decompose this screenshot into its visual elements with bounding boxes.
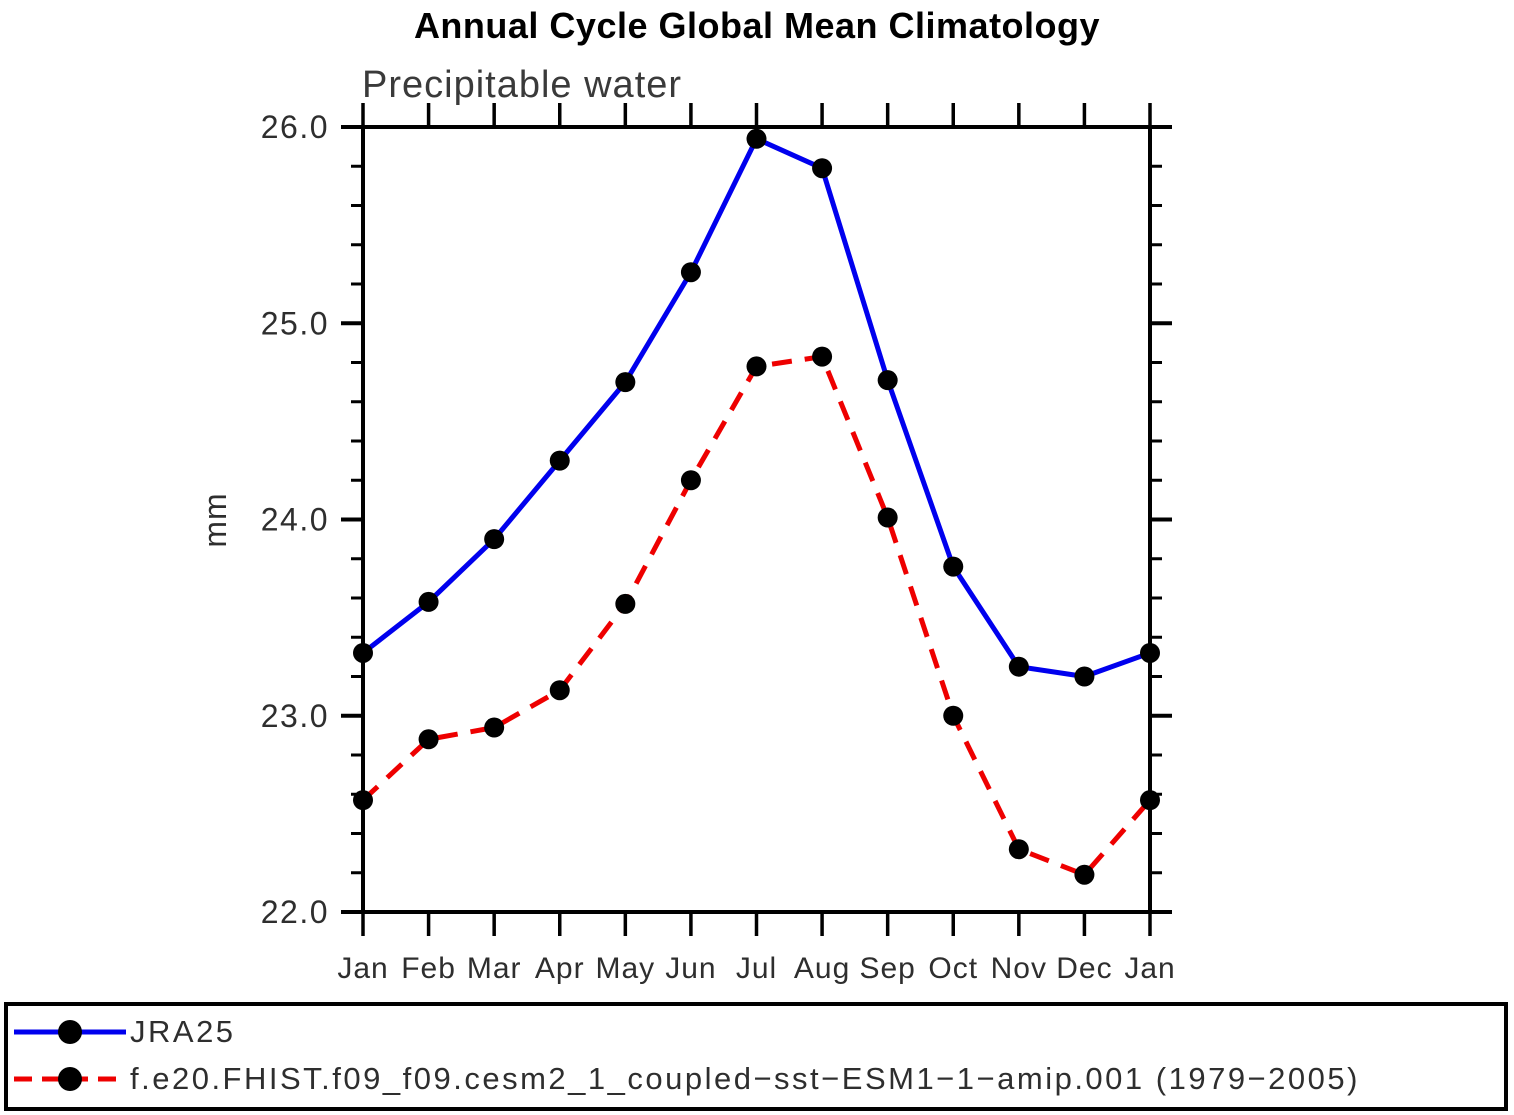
data-point-marker	[549, 680, 570, 701]
legend-entry-jra25: JRA25	[12, 1014, 236, 1049]
data-point-marker	[1074, 864, 1095, 885]
data-point-marker	[943, 705, 964, 726]
legend-entry-model: f.e20.FHIST.f09_f09.cesm2_1_coupled−sst−…	[12, 1061, 1360, 1096]
y-tick-label: 25.0	[261, 305, 329, 341]
data-point-marker	[549, 450, 570, 471]
series-line-0	[361, 135, 1151, 680]
legend-box: JRA25 f.e20.FHIST.f09_f09.cesm2_1_couple…	[4, 1002, 1508, 1111]
data-point-marker	[812, 158, 833, 179]
x-tick-label: Sep	[859, 952, 915, 985]
y-tick-label: 24.0	[261, 502, 329, 538]
x-tick-label: Apr	[535, 952, 585, 985]
chart-subtitle: Precipitable water	[362, 64, 683, 106]
legend-marker-dot	[58, 1067, 82, 1091]
data-point-marker	[943, 556, 964, 577]
legend-label: JRA25	[130, 1014, 236, 1049]
data-point-marker	[746, 128, 767, 149]
legend-label: f.e20.FHIST.f09_f09.cesm2_1_coupled−sst−…	[130, 1061, 1360, 1096]
x-tick-label: Mar	[467, 952, 522, 985]
y-tick-label: 22.0	[261, 894, 329, 930]
data-point-marker	[484, 529, 505, 550]
data-point-marker	[680, 262, 701, 283]
data-point-marker	[353, 790, 373, 811]
chart-title: Annual Cycle Global Mean Climatology	[413, 5, 1101, 46]
x-tick-label: Aug	[794, 952, 850, 985]
data-point-marker	[1140, 642, 1160, 663]
plot-frame	[361, 125, 1152, 914]
x-tick-label: Jan	[337, 952, 388, 985]
data-point-marker	[877, 507, 898, 528]
x-tick-label: Dec	[1056, 952, 1112, 985]
data-point-marker	[418, 729, 439, 750]
x-tick-label: Oct	[928, 952, 978, 985]
data-point-marker	[877, 370, 898, 391]
x-tick-label: Jul	[736, 952, 777, 985]
x-tick-label: Nov	[991, 952, 1047, 985]
series-line-1	[361, 353, 1152, 878]
x-tick-label: Feb	[401, 952, 456, 985]
legend-line-icon	[14, 1020, 126, 1044]
legend-marker-dot	[58, 1020, 82, 1044]
data-point-marker	[1008, 656, 1029, 677]
data-point-marker	[615, 593, 636, 614]
x-tick-label: Jan	[1124, 952, 1175, 985]
data-point-marker	[1140, 790, 1160, 811]
y-axis-label: mm	[197, 492, 233, 547]
y-tick-label: 26.0	[261, 109, 329, 145]
x-tick-label: Jun	[665, 952, 716, 985]
data-point-marker	[1008, 839, 1029, 860]
data-point-marker	[1074, 666, 1095, 687]
legend-line-icon	[14, 1067, 126, 1091]
x-tick-label: May	[595, 952, 655, 985]
data-point-marker	[353, 642, 373, 663]
plot-area: Jan Feb Mar Apr May Jun Jul Aug Sep Oct Nov Dec Jan2…	[197, 103, 1175, 985]
data-point-marker	[484, 717, 505, 738]
data-point-marker	[812, 346, 833, 367]
data-point-marker	[746, 356, 767, 377]
y-tick-label: 23.0	[261, 698, 329, 734]
data-point-marker	[680, 470, 701, 491]
data-point-marker	[418, 591, 439, 612]
data-point-marker	[615, 372, 636, 393]
